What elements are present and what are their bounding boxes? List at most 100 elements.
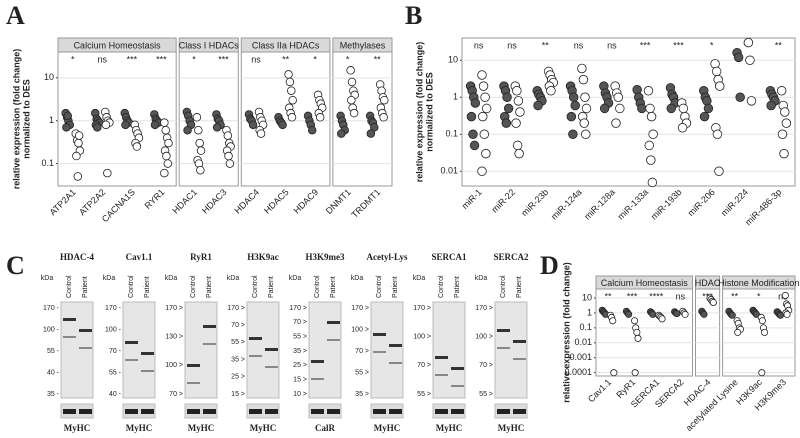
control-point [150, 120, 160, 130]
protein-band [513, 358, 526, 360]
patient-point [677, 123, 688, 133]
facet-title: Histone Modification [718, 278, 799, 288]
x-tick-label: ATP2A1 [48, 187, 78, 217]
patient-point [781, 291, 789, 299]
y-tick-label: 1 [453, 92, 458, 102]
x-tick-label: HDAC5 [262, 187, 291, 216]
control-point [212, 123, 222, 132]
patient-point [477, 166, 487, 177]
patient-point [481, 148, 491, 159]
patient-point [160, 118, 169, 127]
patient-point [581, 103, 592, 114]
patient-point [546, 86, 556, 96]
kda-marker: 100 - [43, 326, 60, 333]
lane-label: Control [66, 275, 73, 298]
control-point [183, 125, 192, 135]
control-point [63, 111, 72, 121]
panel-letter: C [6, 251, 25, 280]
x-tick-label: miR-193b [649, 187, 684, 222]
loading-label: MyHC [374, 423, 401, 433]
patient-point [347, 95, 356, 105]
control-point [121, 120, 130, 130]
blot-membrane [494, 301, 528, 399]
control-point [666, 103, 676, 114]
control-point [502, 92, 512, 103]
protein-band [125, 359, 138, 361]
loading-label: MyHC [436, 423, 463, 433]
panel-letter: A [6, 1, 25, 30]
patient-point [712, 129, 723, 140]
significance: ** [542, 40, 550, 50]
patient-point [192, 113, 202, 122]
patient-point [514, 148, 524, 159]
control-point [469, 140, 480, 151]
loading-band [513, 409, 526, 414]
loading-membrane [184, 403, 218, 419]
lane-label: Control [376, 275, 383, 298]
protein-band [249, 355, 262, 357]
loading-label: CalR [315, 423, 336, 433]
loading-band [435, 409, 448, 414]
patient-point [512, 86, 522, 96]
kda-marker: 100 > [351, 326, 369, 333]
protein-band [187, 382, 200, 384]
patient-point [783, 310, 791, 318]
kda-marker: 170 - [105, 305, 122, 312]
x-tick-label: miR-206 [686, 187, 717, 218]
control-point [625, 310, 633, 318]
patient-point [633, 328, 641, 336]
lane-label: Control [438, 275, 445, 298]
significance: ** [731, 291, 739, 301]
patient-point [579, 118, 589, 128]
patient-point [287, 113, 297, 122]
unit-label: kDa [413, 275, 426, 282]
unit-label: kDa [351, 275, 364, 282]
facet-strip [57, 37, 177, 53]
blot-membrane [432, 301, 466, 399]
significance: * [346, 54, 350, 64]
unit-label: kDa [227, 275, 240, 282]
significance: *** [127, 54, 138, 64]
patient-point [758, 317, 766, 325]
loading-band [327, 409, 340, 414]
kda-marker: 170 > [475, 305, 493, 312]
control-point [766, 100, 776, 111]
panel-letter: D [540, 251, 559, 280]
patient-point [513, 96, 524, 106]
blot-title: SERCA1 [431, 252, 467, 262]
kda-marker: 100 > [165, 362, 183, 369]
x-tick-label: miR-224 [719, 187, 750, 218]
significance: *** [673, 40, 684, 50]
kda-marker: 70 > [479, 362, 493, 369]
loading-membrane [308, 403, 342, 419]
patient-point [103, 168, 112, 178]
patient-point [646, 111, 657, 122]
kda-marker: 170 - [43, 305, 60, 312]
patient-point [609, 317, 617, 325]
loading-band [203, 409, 216, 414]
patient-point [631, 369, 639, 377]
protein-band [63, 336, 76, 338]
kda-marker: 55 > [417, 391, 431, 398]
kda-marker: 35 > [355, 391, 369, 398]
kda-marker: 25 > [293, 362, 307, 369]
facet-title: Calcium Homeostasis [601, 278, 689, 288]
control-point [599, 103, 610, 114]
protein-band [513, 340, 526, 343]
kda-marker: 70 > [417, 362, 431, 369]
loading-band [497, 409, 510, 414]
protein-band [311, 378, 324, 380]
protein-band [265, 348, 278, 351]
y-tick-label: 10 [582, 292, 592, 302]
significance: * [192, 54, 196, 64]
kda-marker: 55 > [355, 369, 369, 376]
lane-label: Patient [206, 276, 213, 298]
control-point [62, 123, 71, 132]
patient-point [161, 125, 170, 135]
control-point [466, 111, 477, 122]
protein-band [187, 364, 200, 367]
y-tick-label: 10 [448, 55, 458, 65]
x-tick-label: RYR1 [143, 187, 167, 211]
patient-point [196, 146, 206, 155]
patient-point [648, 129, 658, 140]
